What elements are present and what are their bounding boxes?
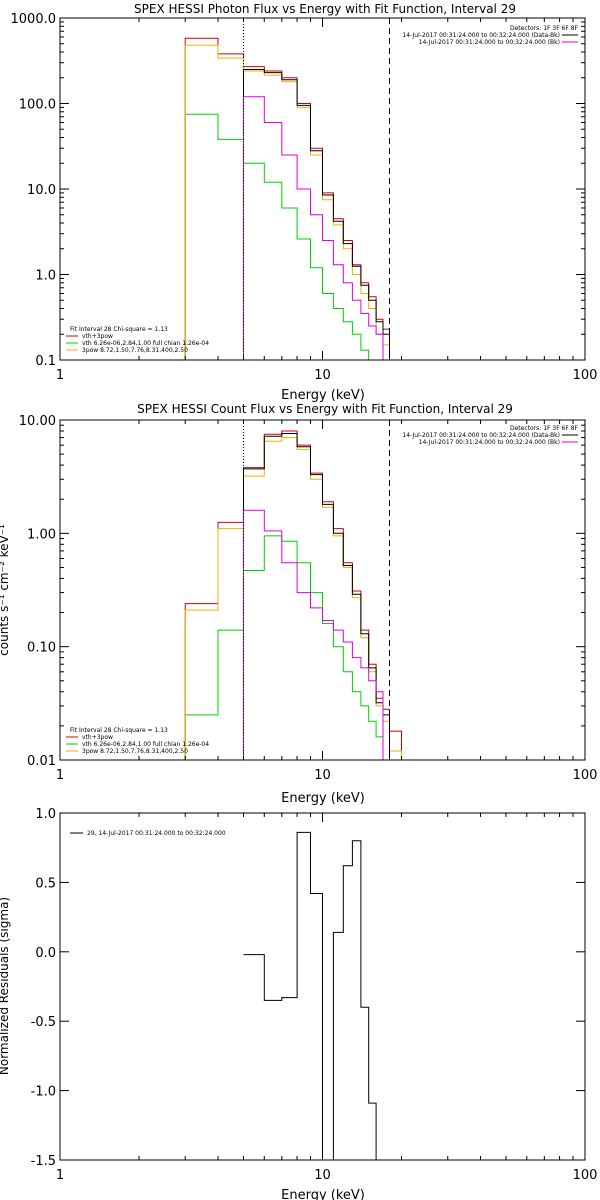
legend-bk: 14-Jul-2017 00:31:24.000 to 00:32:24.000… xyxy=(419,439,560,446)
count-flux-series-model-total xyxy=(243,433,390,760)
photon-flux-y-tick-label: 100.0 xyxy=(19,98,56,113)
photon-flux-title: SPEX HESSI Photon Flux vs Energy with Fi… xyxy=(134,2,516,16)
count-flux-plot-frame xyxy=(59,419,586,761)
photon-flux-y-ticks: 0.1 1.0 10.0 100.0 1000.0 xyxy=(11,12,585,369)
photon-flux-panel: SPEX HESSI Photon Flux vs Energy with Fi… xyxy=(11,2,598,403)
photon-flux-y-tick-label: 1000.0 xyxy=(11,12,57,27)
count-flux-series-background xyxy=(243,509,384,760)
count-flux-y-tick-label: 0.10 xyxy=(27,641,56,656)
count-flux-title: SPEX HESSI Count Flux vs Energy with Fit… xyxy=(137,402,513,416)
photon-flux-x-tick-label: 1 xyxy=(56,368,64,383)
residuals-legend-label: 29, 14-Jul-2017 00:31:24.000 to 00:32:24… xyxy=(87,830,226,837)
legend-fit-interval: Fit Interval 28 Chi-square = 1.13 xyxy=(70,727,168,734)
residuals-legend: 29, 14-Jul-2017 00:31:24.000 to 00:32:24… xyxy=(70,830,226,837)
count-flux-series xyxy=(184,420,402,760)
residuals-x-tick-label: 10 xyxy=(314,1168,331,1183)
count-flux-panel: SPEX HESSI Count Flux vs Energy with Fit… xyxy=(0,402,597,806)
count-flux-series-vth xyxy=(184,535,402,760)
photon-flux-plot-frame xyxy=(59,17,586,361)
residuals-plot-frame xyxy=(59,812,586,1161)
residuals-y-tick-label: -1.5 xyxy=(31,1154,56,1169)
photon-flux-series-pow3 xyxy=(184,44,402,360)
residuals-y-tick-label: 0.5 xyxy=(35,876,56,891)
photon-flux-series-vth xyxy=(184,113,402,360)
legend-bk: 14-Jul-2017 00:31:24.000 to 00:32:24.000… xyxy=(419,39,560,46)
legend-vth3pow: vth+3pow xyxy=(82,734,113,741)
residuals-x-tick-label: 1 xyxy=(56,1168,64,1183)
photon-flux-x-tick-label: 10 xyxy=(314,368,331,383)
count-flux-y-tick-label: 1.00 xyxy=(27,527,56,542)
residuals-x-tick-label: 100 xyxy=(573,1168,598,1183)
residuals-series-residual xyxy=(243,831,377,1160)
count-flux-y-tick-label: 0.01 xyxy=(27,754,56,769)
photon-flux-x-ticks: 1 10 100 xyxy=(56,18,598,383)
legend-vth3pow: vth+3pow xyxy=(82,333,113,340)
residuals-y-tick-label: -0.5 xyxy=(31,1015,56,1030)
photon-flux-legend-right: Detectors: 1F 3F 6F 8F 14-Jul-2017 00:31… xyxy=(402,25,578,46)
count-flux-x-tick-label: 100 xyxy=(573,768,598,783)
photon-flux-series-background xyxy=(243,96,384,360)
residuals-series xyxy=(243,831,377,1160)
residuals-y-tick-label: -1.0 xyxy=(31,1085,56,1100)
count-flux-x-ticks: 1 10 100 xyxy=(56,420,598,783)
residuals-panel: -1.5 -1.0 -0.5 0.0 0.5 1.0 1 10 100 Energy (keV… xyxy=(0,807,597,1200)
photon-flux-x-tick-label: 100 xyxy=(573,368,598,383)
residuals-x-label: Energy (keV) xyxy=(281,1188,365,1200)
residuals-y-tick-label: 0.0 xyxy=(35,946,56,961)
count-flux-y-tick-label: 10.00 xyxy=(19,414,56,429)
count-flux-y-label: counts s⁻¹ cm⁻² keV⁻¹ xyxy=(0,524,11,656)
count-flux-x-tick-label: 1 xyxy=(56,768,64,783)
photon-flux-y-tick-label: 0.1 xyxy=(35,354,56,369)
count-flux-legend-left: Fit Interval 28 Chi-square = 1.13 vth+3p… xyxy=(66,727,209,755)
count-flux-y-ticks: 0.01 0.10 1.00 10.00 xyxy=(19,414,585,769)
photon-flux-y-tick-label: 1.0 xyxy=(35,269,56,284)
legend-3pow: 3pow 8.72,1.50,7.76,8.31,400,2.50 xyxy=(82,347,188,354)
legend-fit-interval: Fit Interval 28 Chi-square = 1.13 xyxy=(70,326,168,333)
residuals-y-label: Normalized Residuals (sigma) xyxy=(0,897,11,1075)
photon-flux-series xyxy=(184,18,402,360)
legend-vth: vth 6.26e-06,2.84,1.00 full chian 1.26e-… xyxy=(82,340,209,347)
legend-data-bk: 14-Jul-2017 00:31:24.000 to 00:32:24.000… xyxy=(402,32,560,39)
legend-vth: vth 6.26e-06,2.84,1.00 full chian 1.26e-… xyxy=(82,741,209,748)
photon-flux-y-tick-label: 10.0 xyxy=(27,183,56,198)
residuals-x-ticks: 1 10 100 xyxy=(56,813,598,1183)
legend-detectors: Detectors: 1F 3F 6F 8F xyxy=(510,25,579,32)
photon-flux-series-model-total xyxy=(243,69,390,360)
legend-detectors: Detectors: 1F 3F 6F 8F xyxy=(510,425,579,432)
photon-flux-x-label: Energy (keV) xyxy=(281,388,365,403)
legend-3pow: 3pow 8.72,1.50,7.76,8.31,400,2.50 xyxy=(82,748,188,755)
residuals-y-ticks: -1.5 -1.0 -0.5 0.0 0.5 1.0 xyxy=(31,807,585,1169)
count-flux-x-label: Energy (keV) xyxy=(281,791,365,806)
count-flux-legend-right: Detectors: 1F 3F 6F 8F 14-Jul-2017 00:31… xyxy=(402,425,578,446)
legend-data-bk: 14-Jul-2017 00:31:24.000 to 00:32:24.000… xyxy=(402,432,560,439)
count-flux-x-tick-label: 10 xyxy=(314,768,331,783)
residuals-y-tick-label: 1.0 xyxy=(35,807,56,822)
photon-flux-legend-left: Fit Interval 28 Chi-square = 1.13 vth+3p… xyxy=(66,326,209,354)
